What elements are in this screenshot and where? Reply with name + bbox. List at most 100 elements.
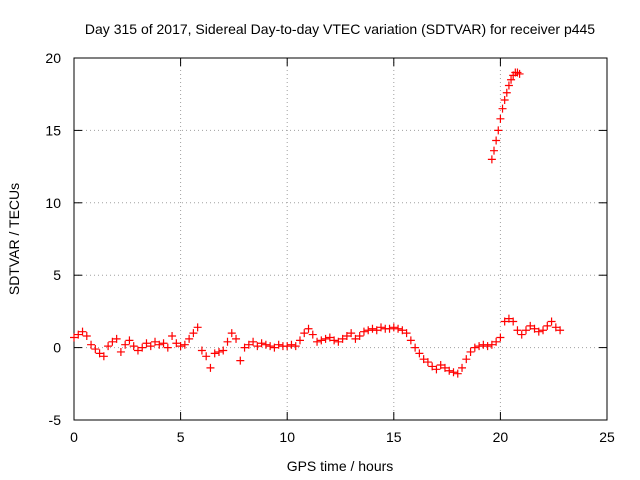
data-point bbox=[330, 336, 339, 345]
data-point bbox=[377, 323, 386, 332]
data-point bbox=[515, 69, 524, 78]
data-point bbox=[163, 343, 172, 352]
plot-frame bbox=[73, 57, 608, 421]
data-point bbox=[244, 340, 253, 349]
data-point bbox=[283, 342, 292, 351]
data-point bbox=[394, 324, 403, 333]
x-tick-label: 25 bbox=[599, 429, 615, 445]
series-2 bbox=[487, 68, 524, 164]
data-point bbox=[338, 334, 347, 343]
data-point bbox=[78, 327, 87, 336]
data-point bbox=[504, 314, 513, 323]
data-point bbox=[104, 342, 113, 351]
data-point bbox=[159, 339, 168, 348]
data-point bbox=[214, 347, 223, 356]
data-point bbox=[543, 321, 552, 330]
data-point bbox=[496, 114, 505, 123]
y-axis-label: SDTVAR / TECUs bbox=[6, 183, 22, 295]
data-point bbox=[494, 126, 503, 135]
x-tick-label: 10 bbox=[279, 429, 295, 445]
data-point bbox=[530, 324, 539, 333]
data-point bbox=[490, 146, 499, 155]
data-point bbox=[347, 329, 356, 338]
y-tick-label: 0 bbox=[53, 340, 61, 356]
data-point bbox=[116, 347, 125, 356]
data-point bbox=[487, 340, 496, 349]
data-point bbox=[274, 340, 283, 349]
y-tick-label: 5 bbox=[53, 267, 61, 283]
data-point bbox=[291, 342, 300, 351]
data-point bbox=[368, 324, 377, 333]
data-point bbox=[138, 343, 147, 352]
data-point bbox=[496, 333, 505, 342]
chart-title: Day 315 of 2017, Sidereal Day-to-day VTE… bbox=[85, 21, 595, 37]
data-point bbox=[479, 340, 488, 349]
data-point bbox=[509, 317, 518, 326]
data-point bbox=[155, 340, 164, 349]
data-point bbox=[219, 346, 228, 355]
data-point bbox=[507, 75, 516, 84]
data-point bbox=[287, 340, 296, 349]
data-point bbox=[458, 363, 467, 372]
data-point bbox=[500, 95, 509, 104]
data-point bbox=[95, 349, 104, 358]
x-axis-label: GPS time / hours bbox=[287, 458, 394, 474]
data-point bbox=[270, 343, 279, 352]
series-1 bbox=[70, 314, 565, 378]
data-point bbox=[470, 343, 479, 352]
data-point bbox=[317, 336, 326, 345]
axis-ticks bbox=[73, 57, 608, 421]
data-point bbox=[261, 340, 270, 349]
data-point bbox=[389, 323, 398, 332]
data-point bbox=[227, 329, 236, 338]
data-point bbox=[172, 339, 181, 348]
data-point bbox=[304, 324, 313, 333]
data-point bbox=[253, 342, 262, 351]
data-point bbox=[185, 334, 194, 343]
data-point bbox=[300, 329, 309, 338]
tick-labels: 0 5 10 15 20 25 -5 0 5 10 15 20 bbox=[45, 50, 615, 445]
data-point bbox=[539, 326, 548, 335]
data-point bbox=[249, 337, 258, 346]
data-point bbox=[308, 330, 317, 339]
data-point bbox=[295, 336, 304, 345]
data-point bbox=[321, 334, 330, 343]
data-point bbox=[517, 330, 526, 339]
data-point bbox=[526, 321, 535, 330]
data-point bbox=[202, 352, 211, 361]
data-point bbox=[487, 155, 496, 164]
data-point bbox=[351, 334, 360, 343]
data-point bbox=[87, 340, 96, 349]
data-point bbox=[419, 355, 428, 364]
data-point bbox=[498, 104, 507, 113]
data-point bbox=[500, 317, 509, 326]
data-point bbox=[313, 337, 322, 346]
data-point bbox=[146, 342, 155, 351]
data-point bbox=[372, 326, 381, 335]
data-point bbox=[325, 333, 334, 342]
data-point bbox=[342, 332, 351, 341]
data-point bbox=[453, 369, 462, 378]
data-point bbox=[436, 360, 445, 369]
data-point bbox=[223, 337, 232, 346]
data-point bbox=[492, 136, 501, 145]
data-point bbox=[70, 333, 78, 342]
y-tick-label: 20 bbox=[45, 50, 61, 66]
data-point bbox=[168, 332, 177, 341]
data-point bbox=[492, 337, 501, 346]
data-point bbox=[402, 329, 411, 338]
data-point bbox=[406, 336, 415, 345]
data-point bbox=[483, 342, 492, 351]
x-tick-label: 15 bbox=[386, 429, 402, 445]
data-point bbox=[551, 323, 560, 332]
data-point bbox=[423, 358, 432, 367]
data-point bbox=[197, 346, 206, 355]
y-tick-label: 15 bbox=[45, 122, 61, 138]
data-point bbox=[534, 327, 543, 336]
x-tick-label: 20 bbox=[493, 429, 509, 445]
data-point bbox=[475, 342, 484, 351]
data-point bbox=[189, 329, 198, 338]
data-point bbox=[142, 339, 151, 348]
data-point bbox=[385, 324, 394, 333]
